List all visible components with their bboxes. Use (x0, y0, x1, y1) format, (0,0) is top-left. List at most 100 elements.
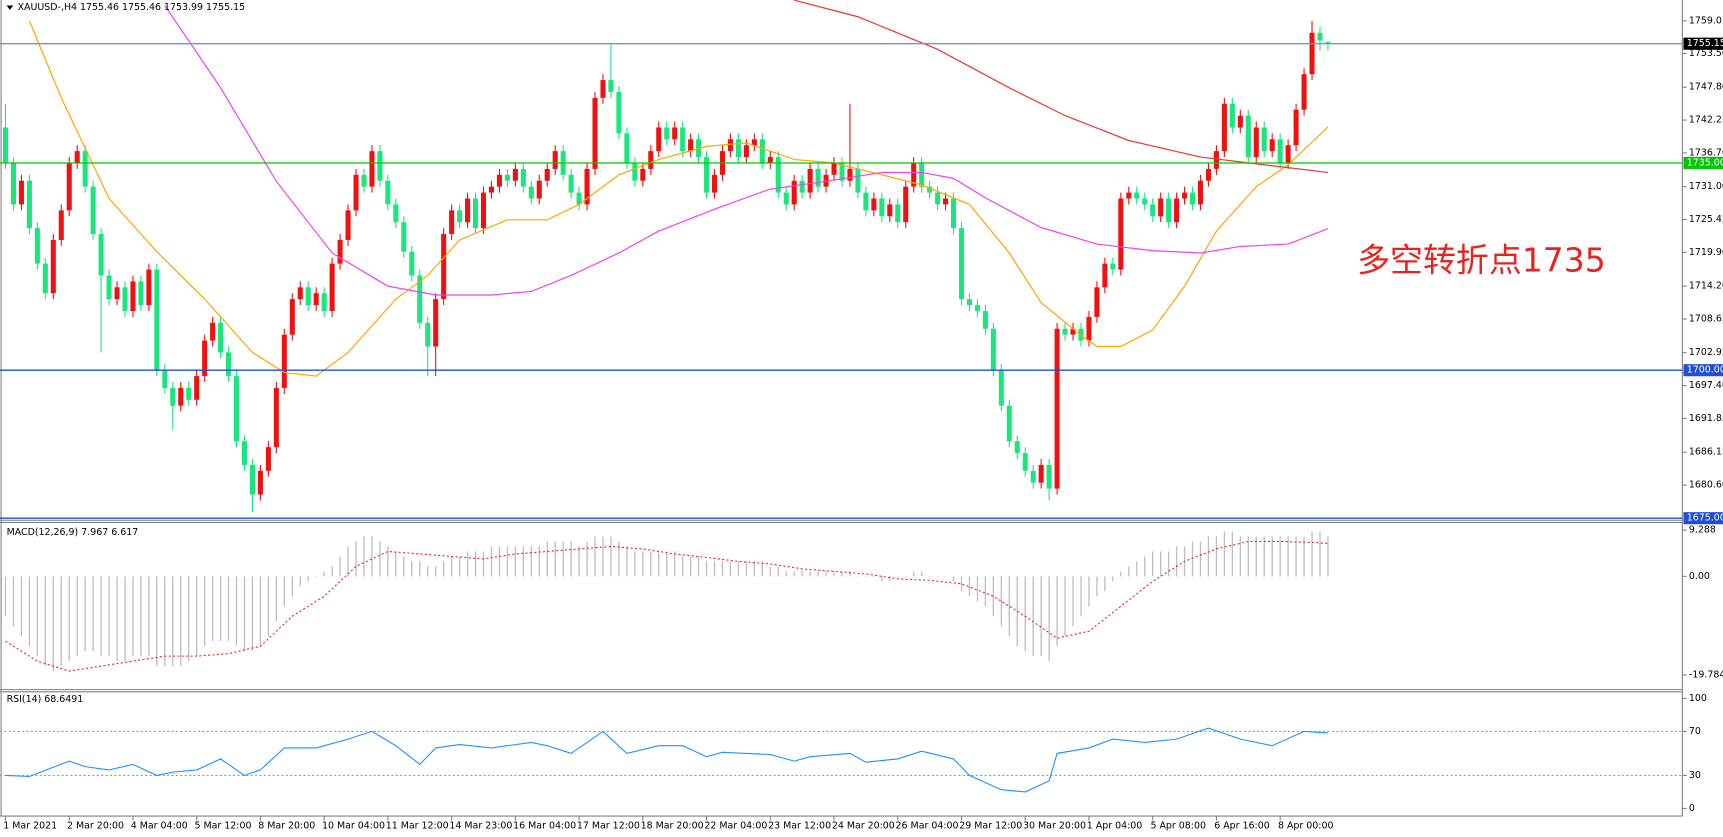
x-tick-label: 1 Apr 04:00 (1087, 820, 1143, 831)
candle-body (1213, 151, 1219, 169)
macd-bar (156, 576, 158, 667)
candle-body (281, 334, 287, 388)
candle-body (1197, 180, 1204, 205)
candle-body (958, 228, 965, 300)
candle-body (393, 204, 399, 223)
macd-bar (4, 576, 7, 617)
macd-bar (235, 576, 238, 647)
candle-body (656, 127, 662, 152)
candle-body (170, 387, 176, 406)
candle-body (162, 370, 168, 388)
macd-bar (1000, 576, 1002, 627)
macd-bar (897, 576, 899, 577)
macd-bar (721, 561, 724, 577)
macd-bar (578, 546, 580, 577)
candle-body (457, 210, 463, 223)
macd-bar (482, 551, 485, 577)
y-tick-label: 100 (1689, 693, 1707, 704)
candle-body (1046, 464, 1052, 489)
candle-body (640, 168, 646, 181)
macd-bar (180, 576, 182, 667)
candle-body (202, 340, 208, 377)
macd-bar (1231, 531, 1234, 577)
x-tick-label: 5 Mar 12:00 (194, 820, 251, 831)
macd-bar (960, 576, 963, 592)
candle-body (759, 139, 765, 163)
level-label: 1735.00 (1687, 157, 1723, 168)
candle-body (1229, 103, 1235, 128)
candle-body (1205, 168, 1211, 181)
macd-bar (466, 551, 469, 577)
candle-body (1269, 139, 1275, 152)
macd-bar (411, 561, 413, 577)
macd-bar (1207, 536, 1210, 577)
y-tick-label: 1759.0 (1689, 15, 1722, 26)
candle-body (1221, 103, 1227, 152)
y-tick-label: 1708.65 (1689, 313, 1723, 324)
candle-body (154, 269, 160, 371)
candle-body (895, 204, 901, 223)
candle-body (106, 275, 112, 300)
y-tick-label: 1742.25 (1689, 115, 1723, 126)
macd-bar (259, 576, 262, 647)
level-label: 1700.00 (1687, 365, 1723, 376)
macd-bar (1032, 576, 1034, 657)
candle-body (1110, 263, 1116, 270)
candle-body (1237, 115, 1243, 128)
macd-bar (889, 576, 891, 582)
x-tick-label: 18 Mar 20:00 (641, 820, 704, 831)
candle-body (401, 222, 407, 252)
candle-body (1118, 198, 1124, 270)
macd-bar (984, 576, 987, 607)
candle-body (1309, 32, 1315, 75)
candle-body (130, 281, 136, 311)
candle-body (831, 162, 837, 175)
macd-bar (1271, 536, 1273, 577)
indicator-line (28, 20, 1329, 377)
candle-body (616, 91, 622, 134)
y-tick-label: 0 (1689, 803, 1695, 814)
candle-body (935, 192, 941, 205)
candle-body (1054, 328, 1060, 489)
macd-bar (1152, 551, 1154, 577)
candle-body (18, 180, 24, 205)
candle-body (544, 168, 550, 181)
candle-body (265, 447, 271, 471)
macd-bar (1311, 531, 1313, 577)
y-tick-label: 9.288 (1689, 525, 1716, 536)
candle-body (1182, 192, 1188, 199)
macd-bar (60, 576, 62, 667)
candle-body (751, 139, 757, 146)
macd-bar (1136, 561, 1138, 577)
candle-body (528, 186, 534, 199)
macd-bar (936, 576, 939, 577)
indicator-line (5, 540, 1328, 672)
y-tick-label: 1714.20 (1689, 281, 1723, 292)
candle-body (1134, 192, 1140, 199)
macd-bar (570, 541, 572, 577)
candle-body (345, 210, 351, 240)
candle-body (146, 269, 152, 306)
candle-body (82, 151, 88, 187)
macd-bar (124, 576, 126, 662)
macd-bar (474, 551, 477, 577)
x-tick-label: 8 Mar 20:00 (258, 820, 315, 831)
level-label: 1755.15 (1687, 38, 1723, 49)
macd-bar (650, 551, 652, 577)
candle-body (727, 139, 733, 152)
candle-body (863, 192, 869, 211)
candle-body (409, 251, 415, 276)
candle-body (1070, 328, 1076, 335)
candle-body (226, 352, 232, 377)
candle-body (680, 127, 686, 152)
macd-bar (944, 576, 947, 577)
candle-body (791, 180, 797, 205)
candle-body (743, 145, 749, 158)
candle-body (1190, 192, 1196, 205)
macd-bar (737, 561, 740, 577)
macd-bar (275, 576, 278, 622)
macd-bar (1223, 531, 1226, 577)
macd-bar (68, 576, 70, 662)
